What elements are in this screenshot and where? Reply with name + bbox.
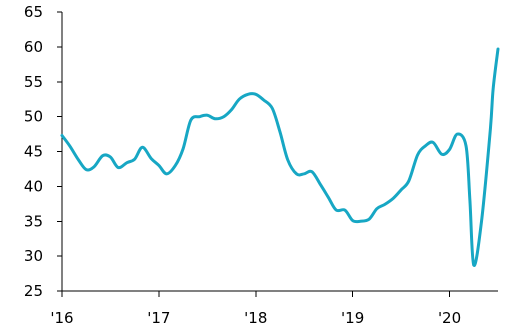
y-tick-label: 40 — [24, 177, 43, 195]
series-line — [60, 47, 500, 267]
y-tick-label: 60 — [24, 38, 43, 56]
y-tick-label: 65 — [24, 3, 43, 21]
x-tick-label: '16 — [50, 309, 73, 327]
y-tick-label: 25 — [24, 282, 43, 300]
y-tick-label: 55 — [24, 73, 43, 91]
series-group — [60, 47, 500, 267]
x-tick-label: '18 — [244, 309, 267, 327]
x-tick-label: '17 — [147, 309, 170, 327]
y-tick-label: 30 — [24, 247, 43, 265]
y-tick-label: 50 — [24, 108, 43, 126]
x-tick-label: '19 — [341, 309, 364, 327]
y-tick-label: 45 — [24, 143, 43, 161]
y-axis: 25 30 35 40 45 50 55 60 65 — [24, 3, 63, 300]
x-tick-label: '20 — [438, 309, 461, 327]
x-axis: '16 '17 '18 '19 '20 — [50, 290, 498, 327]
y-tick-label: 35 — [24, 212, 43, 230]
